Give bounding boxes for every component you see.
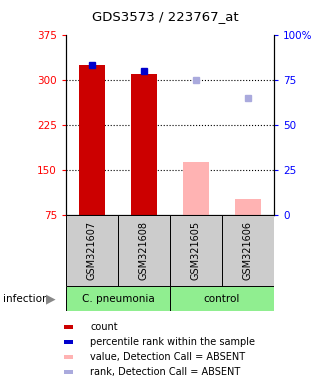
Bar — [64, 354, 73, 359]
Text: GSM321605: GSM321605 — [191, 221, 201, 280]
Bar — [170, 286, 274, 311]
Bar — [64, 339, 73, 344]
Text: count: count — [90, 322, 118, 332]
Text: GDS3573 / 223767_at: GDS3573 / 223767_at — [92, 10, 238, 23]
Bar — [222, 215, 274, 286]
Text: ▶: ▶ — [46, 292, 56, 305]
Text: GSM321608: GSM321608 — [139, 221, 149, 280]
Text: percentile rank within the sample: percentile rank within the sample — [90, 337, 255, 347]
Bar — [66, 215, 118, 286]
Bar — [66, 286, 170, 311]
Bar — [64, 369, 73, 374]
Text: rank, Detection Call = ABSENT: rank, Detection Call = ABSENT — [90, 367, 241, 377]
Bar — [64, 324, 73, 329]
Bar — [170, 215, 222, 286]
Bar — [79, 65, 105, 215]
Bar — [118, 215, 170, 286]
Bar — [183, 162, 209, 215]
Text: C. pneumonia: C. pneumonia — [82, 293, 154, 304]
Bar — [235, 199, 261, 215]
Text: GSM321606: GSM321606 — [243, 221, 253, 280]
Text: GSM321607: GSM321607 — [87, 221, 97, 280]
Bar — [131, 74, 157, 215]
Text: infection: infection — [3, 293, 49, 304]
Text: control: control — [204, 293, 240, 304]
Text: value, Detection Call = ABSENT: value, Detection Call = ABSENT — [90, 352, 246, 362]
